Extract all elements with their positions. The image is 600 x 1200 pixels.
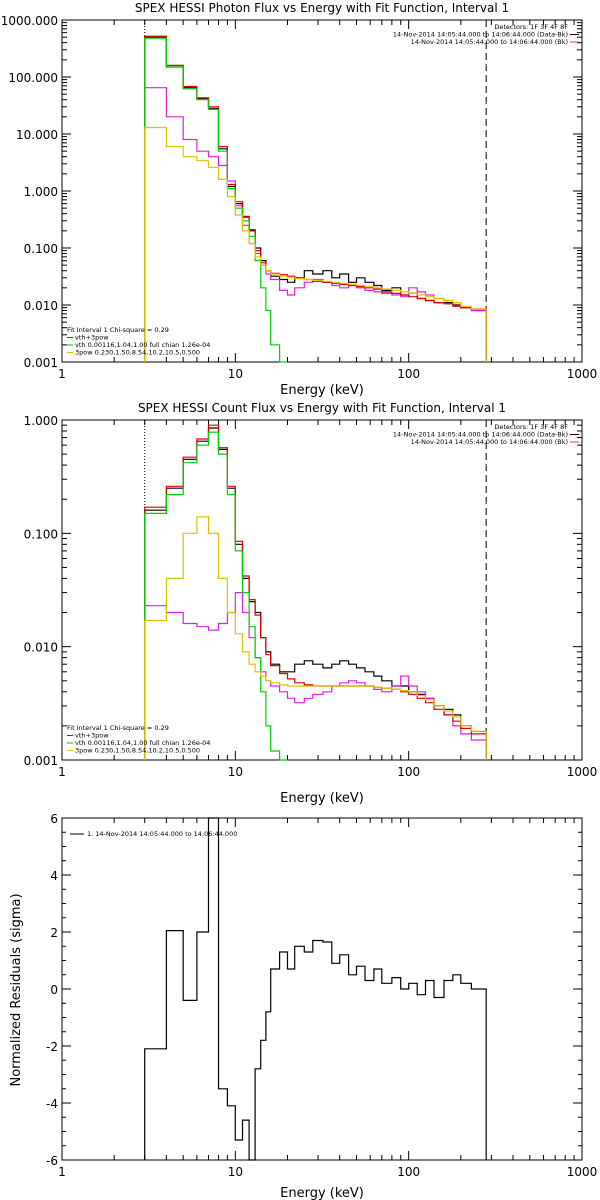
residuals-y-tick-label: 4 — [50, 869, 58, 883]
count-flux-legend-bottom-entry: 3pow 0.230,1.50,8.54,10.2,10.5,0.500 — [75, 747, 200, 755]
count-flux-title: SPEX HESSI Count Flux vs Energy with Fit… — [138, 401, 506, 415]
photon-flux-y-tick-label: 1.000 — [24, 185, 58, 199]
residuals-y-tick-label: -4 — [46, 1097, 58, 1111]
photon-flux-x-axis-label: Energy (keV) — [280, 383, 364, 398]
count-flux-legend-bottom-entry: vth+3pow — [75, 732, 109, 740]
count-flux-x-tick-label: 100 — [397, 765, 420, 779]
photon-flux-x-tick-label: 10 — [228, 367, 243, 381]
photon-flux-series-3pow — [144, 126, 487, 362]
photon-flux-y-tick-label: 1000.000 — [1, 14, 58, 28]
count-flux-y-tick-label: 0.100 — [24, 527, 58, 541]
photon-flux-legend-bottom-entry: 3pow 0.230,1.50,8.54,10.2,10.5,0.500 — [75, 349, 200, 357]
count-flux-series-vth — [144, 431, 288, 761]
photon-flux-title: SPEX HESSI Photon Flux vs Energy with Fi… — [135, 1, 509, 15]
count-flux-series-bk — [144, 592, 487, 760]
count-flux-series-3pow — [144, 516, 487, 760]
count-flux-y-tick-label: 1.000 — [24, 414, 58, 428]
count-flux-x-axis-label: Energy (keV) — [280, 791, 364, 806]
residuals-y-tick-label: 0 — [50, 983, 58, 997]
photon-flux-legend-bottom-entry: Fit Interval 1 Chi-square = 0.29 — [67, 326, 169, 334]
residuals-x-tick-label: 10 — [228, 1165, 243, 1179]
residuals-y-tick-label: 6 — [50, 812, 58, 826]
photon-flux-series-vth — [144, 37, 288, 363]
count-flux-legend-top-entry: 14-Nov-2014 14:05:44.000 to 14:06:44.000… — [393, 431, 568, 439]
residuals-x-tick-label: 1000 — [567, 1165, 598, 1179]
photon-flux-frame — [61, 19, 583, 363]
count-flux-x-tick-label: 1 — [58, 765, 66, 779]
count-flux-frame — [61, 419, 583, 761]
count-flux-legend-top-entry: 14-Nov-2014 14:05:44.000 to 14:06:44.000… — [411, 438, 568, 446]
count-flux-legend-bottom-entry: vth 0.00116,1.04,1.00 full chian 1.26e-0… — [75, 739, 210, 747]
count-flux-x-tick-label: 1000 — [567, 765, 598, 779]
photon-flux-panel: SPEX HESSI Photon Flux vs Energy with Fi… — [1, 1, 598, 398]
count-flux-series-data-bk — [144, 427, 487, 760]
residuals-y-axis-label: Normalized Residuals (sigma) — [9, 893, 24, 1086]
photon-flux-x-tick-label: 1000 — [567, 367, 598, 381]
residuals-legend-entry: 1. 14-Nov-2014 14:05:44.000 to 14:06:44.… — [87, 830, 237, 838]
residuals-panel: Energy (keV) Normalized Residuals (sigma… — [9, 812, 597, 1200]
photon-flux-x-tick-label: 1 — [58, 367, 66, 381]
residuals-y-tick-label: -2 — [46, 1040, 58, 1054]
count-flux-x-tick-label: 10 — [228, 765, 243, 779]
residuals-y-tick-label: 2 — [50, 926, 58, 940]
count-flux-series-vth-3pow — [144, 424, 487, 760]
count-flux-y-tick-label: 0.010 — [24, 641, 58, 655]
residuals-x-tick-label: 1 — [58, 1165, 66, 1179]
photon-flux-y-tick-label: 100.000 — [8, 71, 58, 85]
residuals-x-tick-label: 100 — [397, 1165, 420, 1179]
photon-flux-x-tick-label: 100 — [397, 367, 420, 381]
photon-flux-series-vth-3pow — [144, 35, 487, 362]
photon-flux-legend-top-entry: 14-Nov-2014 14:05:44.000 to 14:06:44.000… — [411, 38, 568, 46]
photon-flux-y-tick-label: 0.100 — [24, 242, 58, 256]
residuals-x-axis-label: Energy (keV) — [280, 1186, 364, 1200]
photon-flux-legend-top-entry: 14-Nov-2014 14:05:44.000 to 14:06:44.000… — [393, 31, 568, 39]
residuals-series-residual — [144, 817, 487, 1161]
photon-flux-series-bk — [144, 87, 487, 362]
count-flux-panel: SPEX HESSI Count Flux vs Energy with Fit… — [24, 401, 598, 806]
photon-flux-y-tick-label: 10.000 — [16, 128, 58, 142]
photon-flux-y-tick-label: 0.010 — [24, 299, 58, 313]
count-flux-legend-bottom-entry: Fit Interval 1 Chi-square = 0.29 — [67, 724, 169, 732]
photon-flux-legend-top-entry: Detectors: 1F 3F 4F 8F — [494, 23, 568, 31]
photon-flux-legend-bottom-entry: vth+3pow — [75, 334, 109, 342]
photon-flux-legend-bottom-entry: vth 0.00116,1.04,1.00 full chian 1.26e-0… — [75, 341, 210, 349]
residuals-y-tick-label: -6 — [46, 1154, 58, 1168]
residuals-frame — [61, 817, 583, 1161]
count-flux-y-tick-label: 0.001 — [24, 754, 58, 768]
photon-flux-y-tick-label: 0.001 — [24, 356, 58, 370]
count-flux-legend-top-entry: Detectors: 1F 3F 4F 8F — [494, 423, 568, 431]
